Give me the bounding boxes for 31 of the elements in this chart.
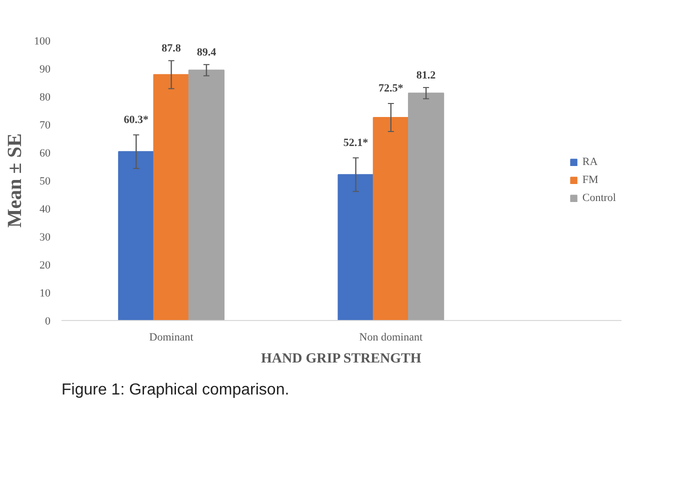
y-tick-label: 90 xyxy=(40,64,51,76)
y-axis-title: Mean ± SE xyxy=(4,133,26,228)
data-label: 81.2 xyxy=(416,70,436,82)
bar xyxy=(153,74,190,320)
x-axis-title: HAND GRIP STRENGTH xyxy=(260,352,422,366)
data-label: 89.4 xyxy=(196,46,217,59)
legend-label: FM xyxy=(582,174,600,186)
y-tick-label: 50 xyxy=(40,176,51,188)
bar xyxy=(188,70,225,320)
data-label: 87.8 xyxy=(162,42,182,55)
data-label: 60.3* xyxy=(124,114,150,126)
data-label: 72.5* xyxy=(378,82,404,94)
x-tick-label: Dominant xyxy=(149,332,194,344)
bar xyxy=(408,92,444,320)
x-tick-label: Non dominant xyxy=(359,332,423,344)
y-tick-label: 0 xyxy=(45,316,51,328)
bar xyxy=(372,117,409,320)
y-tick-label: 80 xyxy=(40,92,51,104)
y-tick-label: 60 xyxy=(40,148,51,160)
y-tick-label: 70 xyxy=(40,120,51,132)
y-tick-label: 20 xyxy=(40,260,51,272)
bar xyxy=(118,151,154,320)
data-label: 52.1* xyxy=(343,136,369,149)
caption: Figure 1: Graphical comparison. xyxy=(62,382,290,398)
legend-label: RA xyxy=(582,156,599,168)
y-tick-label: 10 xyxy=(40,288,51,300)
y-tick-label: 100 xyxy=(34,36,51,48)
y-tick-label: 30 xyxy=(40,232,51,244)
y-tick-label: 40 xyxy=(40,204,51,216)
legend-label: Control xyxy=(582,192,616,204)
bar xyxy=(338,174,374,320)
